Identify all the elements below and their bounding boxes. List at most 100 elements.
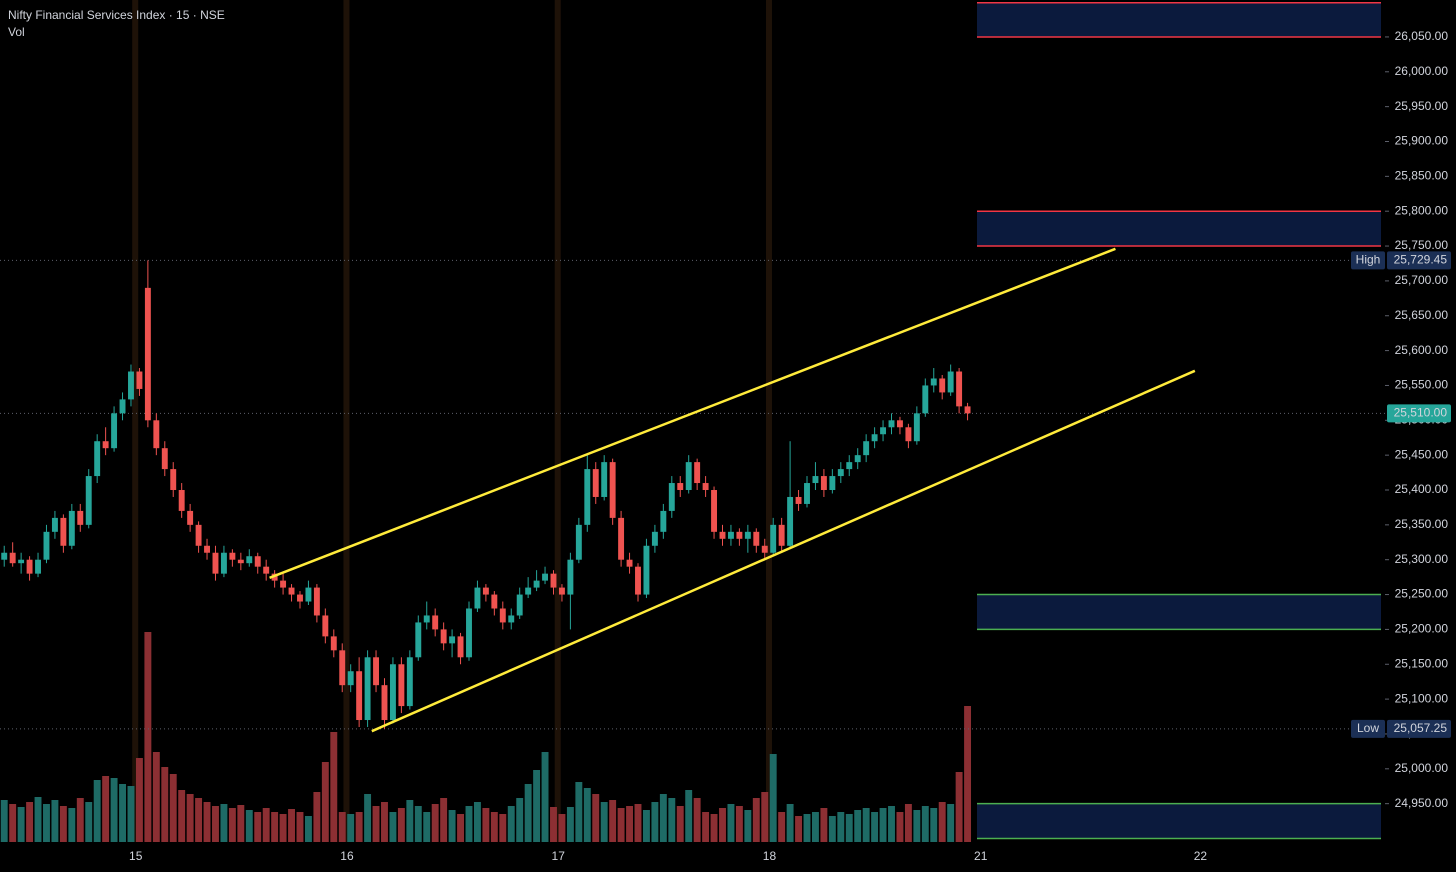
candle-body	[466, 608, 472, 658]
volume-bar	[693, 798, 701, 842]
candle-body	[220, 552, 227, 574]
volume-bar	[634, 804, 642, 842]
candle-body	[18, 559, 25, 564]
volume-bar	[828, 816, 836, 842]
candle-body	[744, 531, 751, 539]
volume-bar	[795, 816, 803, 842]
session-band	[132, 0, 139, 842]
volume-bar	[541, 752, 549, 842]
candle-body	[584, 469, 591, 525]
y-tick-label: 25,800.00	[1395, 203, 1449, 217]
y-tick-label: 25,700.00	[1395, 273, 1449, 287]
volume-bar	[778, 812, 786, 842]
volume-bar	[871, 812, 879, 842]
volume-bar	[304, 816, 312, 842]
volume-bar	[862, 808, 870, 842]
volume-bar	[355, 812, 363, 842]
candle-body	[702, 483, 709, 491]
volume-bar	[769, 754, 777, 842]
candle-body	[668, 483, 675, 511]
volume-bar	[524, 784, 532, 842]
y-tick-label: 26,050.00	[1395, 29, 1449, 43]
volume-bar	[338, 812, 346, 842]
candle-body	[364, 657, 371, 721]
volume-bar	[178, 790, 186, 842]
candle-body	[398, 664, 405, 707]
volume-bar	[254, 812, 262, 842]
volume-bar	[617, 808, 625, 842]
candle-body	[761, 545, 768, 553]
volume-bar	[583, 788, 591, 842]
candle-body	[35, 559, 41, 574]
volume-bar	[888, 806, 895, 842]
candle-body	[499, 608, 506, 623]
volume-bar	[161, 767, 169, 842]
candle-body	[102, 441, 109, 449]
candle-body	[719, 531, 726, 539]
volume-bar	[330, 732, 338, 842]
candle-body	[254, 556, 261, 567]
volume-bar	[642, 810, 650, 842]
volume-bar	[533, 770, 541, 842]
candle-body	[736, 531, 743, 539]
volume-bar	[144, 632, 152, 842]
candle-body	[153, 420, 160, 449]
candle-body	[618, 517, 625, 560]
volume-bar	[879, 808, 887, 842]
volume-bar	[735, 806, 743, 842]
candle-body	[474, 587, 481, 609]
y-tick-label: 25,850.00	[1395, 169, 1449, 183]
volume-bar	[609, 800, 617, 842]
volume-bar	[837, 812, 845, 842]
volume-bar	[279, 814, 287, 842]
candle-body	[297, 594, 303, 602]
badge-tag-label: Low	[1357, 721, 1379, 735]
candle-body	[482, 587, 489, 595]
candle-body	[820, 476, 827, 491]
candle-body	[68, 510, 75, 546]
candle-body	[922, 385, 929, 414]
volume-bar	[803, 814, 811, 842]
candle-body	[195, 524, 202, 546]
candle-body	[237, 559, 244, 564]
volume-bar	[59, 806, 67, 842]
candle-body	[812, 476, 819, 484]
y-tick-label: 25,600.00	[1395, 343, 1449, 357]
volume-bar	[313, 792, 321, 842]
volume-bar	[558, 814, 566, 842]
x-tick-label: 17	[552, 849, 566, 863]
candle-body	[525, 587, 532, 595]
candle-body	[288, 587, 295, 595]
candle-body	[956, 371, 963, 407]
chart-title: Nifty Financial Services Index · 15 · NS…	[8, 8, 225, 22]
candle-body	[415, 622, 422, 658]
candle-body	[389, 664, 396, 721]
candle-body	[246, 556, 253, 564]
y-tick-label: 25,450.00	[1395, 447, 1449, 461]
candle-body	[128, 371, 134, 400]
volume-bar	[947, 804, 955, 842]
volume-bar	[482, 808, 490, 842]
volume-bar	[676, 806, 684, 842]
candle-body	[381, 685, 388, 721]
candle-body	[449, 636, 456, 644]
y-tick-label: 25,400.00	[1395, 482, 1449, 496]
candle-body	[770, 524, 777, 553]
candle-body	[280, 580, 287, 588]
candle-body	[542, 573, 549, 581]
candle-body	[643, 545, 650, 595]
volume-bar	[372, 806, 380, 842]
candle-body	[685, 462, 692, 491]
volume-bar	[896, 812, 904, 842]
candle-body	[347, 671, 354, 686]
x-tick-label: 15	[129, 849, 143, 863]
volume-bar	[102, 776, 110, 842]
candle-body	[491, 594, 498, 609]
volume-label: Vol	[8, 25, 25, 39]
candle-body	[406, 657, 413, 707]
volume-bar	[9, 804, 17, 842]
y-tick-label: 25,100.00	[1395, 691, 1449, 705]
volume-bar	[397, 808, 405, 842]
volume-bar	[499, 814, 507, 842]
